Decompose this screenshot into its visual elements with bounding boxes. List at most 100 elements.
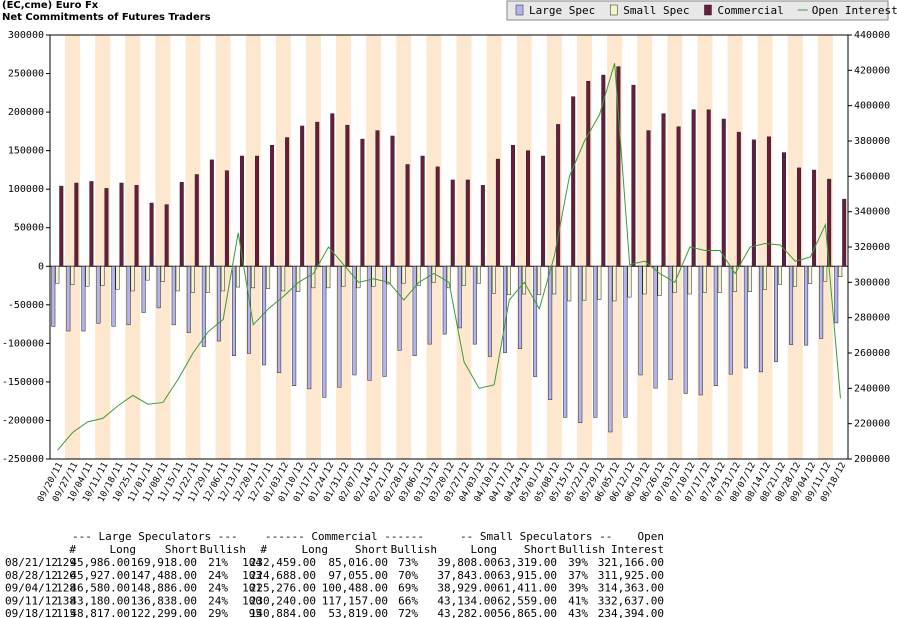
bar: [728, 266, 733, 375]
table-cell: 234,394.00: [598, 607, 664, 618]
band: [817, 35, 833, 459]
y2-tick-label: 280000: [854, 313, 890, 324]
table-cell: 39%: [568, 556, 588, 569]
bar: [134, 185, 139, 267]
bar: [296, 266, 301, 292]
bar: [224, 170, 229, 267]
bar: [552, 266, 557, 295]
bar: [100, 266, 105, 286]
bar: [156, 266, 161, 309]
bar: [526, 150, 531, 267]
y-tick-label: 0: [38, 261, 44, 272]
table-header: #: [260, 543, 267, 556]
bar: [646, 130, 651, 267]
bar: [352, 266, 357, 376]
bar: [502, 266, 507, 353]
table-cell: 24%: [208, 594, 228, 607]
bar: [119, 182, 124, 267]
plot-frame: [49, 34, 849, 460]
table-cell: 09/04/12: [5, 582, 58, 595]
bar: [315, 121, 320, 267]
table-cell: 95: [249, 607, 262, 618]
y2-tick-label: 400000: [854, 101, 890, 112]
band: [471, 35, 487, 459]
bar: [642, 266, 647, 295]
table-cell: 138: [56, 594, 76, 607]
table-cell: 48,817.00: [70, 607, 130, 618]
band: [140, 35, 156, 459]
bar: [420, 155, 425, 267]
bar: [171, 266, 176, 326]
bar: [747, 266, 752, 292]
table-header: Short: [524, 543, 557, 556]
bar: [487, 266, 492, 357]
band: [441, 35, 457, 459]
table-cell: 43,282.00: [437, 607, 497, 618]
bar: [762, 266, 767, 290]
band: [170, 35, 186, 459]
bar: [111, 266, 116, 327]
legend-box: [506, 0, 889, 21]
y-tick-label: -50000: [8, 300, 44, 311]
legend-label: Large Spec: [529, 4, 595, 17]
bar: [687, 266, 692, 295]
table-header: Long: [471, 543, 498, 556]
bar: [341, 266, 346, 287]
bar: [371, 266, 376, 287]
band: [802, 35, 818, 459]
bar: [834, 266, 839, 324]
bar: [375, 130, 380, 267]
table-cell: 39,808.00: [437, 556, 497, 569]
table-cell: 103: [242, 569, 262, 582]
bar: [179, 181, 184, 267]
bar: [292, 266, 297, 387]
band: [200, 35, 216, 459]
legend-swatch: [515, 4, 524, 16]
bar: [81, 266, 86, 332]
bar: [270, 144, 275, 267]
y2-tick-label: 240000: [854, 383, 890, 394]
bar: [255, 155, 260, 267]
table-header: Short: [355, 543, 388, 556]
table-cell: 53,819.00: [328, 607, 388, 618]
bar: [789, 266, 794, 345]
bar: [360, 138, 365, 267]
band: [516, 35, 532, 459]
bar: [766, 136, 771, 267]
bar: [337, 266, 342, 388]
bar: [476, 266, 481, 284]
table-header: --- Large Speculators ---: [72, 530, 238, 543]
bar: [743, 266, 748, 369]
table-cell: 43,134.00: [437, 594, 497, 607]
bar: [758, 266, 763, 373]
bar: [533, 266, 538, 377]
bar: [601, 74, 606, 267]
table-cell: 225,276.00: [250, 582, 316, 595]
bar: [51, 266, 56, 327]
bar: [586, 81, 591, 267]
legend-label: Small Spec: [623, 4, 689, 17]
bar: [307, 266, 312, 390]
table-cell: 230,240.00: [250, 594, 316, 607]
bar: [593, 266, 598, 418]
bar: [691, 109, 696, 267]
y-tick-label: 50000: [14, 223, 44, 234]
bar: [160, 266, 165, 282]
y2-tick-label: 200000: [854, 454, 890, 465]
bar: [510, 144, 515, 267]
bar: [115, 266, 120, 290]
table-header: Bullish: [391, 543, 437, 556]
table-cell: 09/11/12: [5, 594, 58, 607]
table-cell: 38,929.00: [437, 582, 497, 595]
bar: [819, 266, 824, 339]
bar: [397, 266, 402, 351]
table-header: Interest: [611, 543, 664, 556]
bar: [495, 158, 500, 267]
bar: [285, 137, 290, 267]
bar: [713, 266, 718, 387]
table-cell: 21%: [208, 556, 228, 569]
bar: [164, 204, 169, 267]
bar: [446, 266, 451, 289]
table-cell: 100,488.00: [322, 582, 388, 595]
table-cell: 104: [242, 556, 262, 569]
